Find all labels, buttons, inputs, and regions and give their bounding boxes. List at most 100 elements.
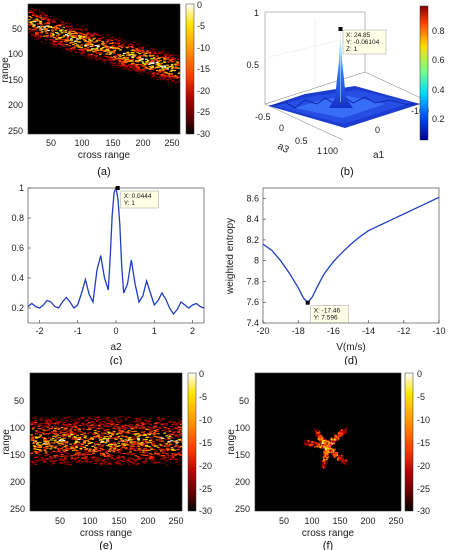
heatmap-cell <box>38 441 42 443</box>
heatmap-cell <box>62 421 66 424</box>
heatmap-cell <box>94 54 97 56</box>
heatmap-cell <box>29 10 32 12</box>
heatmap-cell <box>336 438 339 441</box>
heatmap-cell <box>40 417 44 420</box>
heatmap-cell <box>68 22 72 24</box>
heatmap-cell <box>58 430 62 433</box>
heatmap-cell <box>174 63 177 65</box>
heatmap-cell <box>88 428 92 430</box>
heatmap-cell <box>103 454 107 456</box>
heatmap-cell <box>123 436 127 438</box>
heatmap-cell <box>51 461 55 463</box>
heatmap-cell <box>59 40 63 43</box>
heatmap-cell <box>101 47 105 49</box>
heatmap-cell <box>177 67 180 69</box>
heatmap-cell <box>118 459 122 461</box>
heatmap-cell <box>90 56 94 58</box>
heatmap-cell <box>164 424 168 426</box>
heatmap-cell <box>167 440 171 442</box>
heatmap-cell <box>163 445 167 447</box>
heatmap-cell <box>49 439 53 441</box>
heatmap-cell <box>108 449 112 451</box>
heatmap-cell <box>61 24 65 26</box>
heatmap-cell <box>90 40 94 42</box>
heatmap-cell <box>156 433 160 435</box>
heatmap-cell <box>137 73 140 75</box>
heatmap-cell <box>322 461 325 464</box>
heatmap-cell <box>154 451 158 453</box>
datatip[interactable]: X: -17.46Y: 7.596 <box>310 305 349 323</box>
heatmap-cell <box>333 437 336 440</box>
heatmap-cell <box>167 428 171 430</box>
heatmap-cell <box>150 50 154 52</box>
heatmap-cell <box>72 36 76 39</box>
heatmap-cell <box>157 72 160 74</box>
heatmap-cell <box>114 64 117 66</box>
y-tick: 8.2 <box>246 235 259 245</box>
colorbar-tick: -10 <box>417 415 430 425</box>
datatip-b[interactable]: X: 24.85 Y: -0.06104 Z: 1 <box>342 29 387 55</box>
heatmap-cell <box>157 57 161 60</box>
heatmap-cell <box>120 46 124 49</box>
heatmap-cell <box>172 432 176 434</box>
heatmap-cell <box>160 462 164 464</box>
heatmap-cell <box>136 56 140 58</box>
heatmap-cell <box>123 426 127 429</box>
heatmap-cell <box>114 425 118 428</box>
heatmap-cell <box>107 444 111 446</box>
heatmap-cell <box>146 67 149 70</box>
heatmap-cell <box>86 425 90 427</box>
heatmap-cell <box>81 417 85 419</box>
heatmap-cell <box>132 41 136 43</box>
y-axis-label: weighted entropy <box>225 218 236 295</box>
heatmap-cell <box>30 460 33 463</box>
datatip-marker[interactable] <box>115 186 120 190</box>
heatmap-cell <box>181 457 182 459</box>
heatmap-cell <box>42 422 46 424</box>
heatmap-cell <box>76 461 80 463</box>
heatmap-cell <box>43 14 46 16</box>
heatmap-cell <box>100 49 103 51</box>
heatmap-cell <box>175 444 178 446</box>
heatmap-cell <box>88 34 92 36</box>
heatmap-cell <box>139 449 143 451</box>
heatmap-cell <box>58 23 61 26</box>
x-tick: 150 <box>111 516 126 526</box>
heatmap-cell <box>141 426 145 428</box>
heatmap-cell <box>130 69 133 71</box>
heatmap-cell <box>128 69 131 72</box>
heatmap-cell <box>327 449 329 452</box>
heatmap-cell <box>119 419 123 421</box>
heatmap-cell <box>76 424 79 426</box>
heatmap-cell <box>309 442 312 445</box>
heatmap-cell <box>332 451 335 453</box>
heatmap-cell <box>72 444 76 447</box>
heatmap-cell <box>152 60 155 62</box>
heatmap-cell <box>161 450 165 452</box>
peak-marker[interactable] <box>338 27 343 31</box>
heatmap-cell <box>148 52 152 54</box>
heatmap-cell <box>78 436 82 439</box>
x-tick: 250 <box>168 516 183 526</box>
datatip-marker[interactable] <box>305 300 310 305</box>
heatmap-cell <box>124 417 128 419</box>
heatmap-cell <box>119 453 123 455</box>
heatmap-cell <box>93 58 96 60</box>
heatmap-cell <box>59 420 63 423</box>
heatmap-cell <box>148 439 152 441</box>
heatmap-cell <box>47 442 51 444</box>
heatmap-cell <box>79 447 83 449</box>
heatmap-cell <box>43 461 47 463</box>
heatmap-cell <box>99 454 103 456</box>
heatmap-cell <box>153 48 157 50</box>
heatmap-cell <box>163 71 166 73</box>
heatmap-cell <box>154 453 157 455</box>
heatmap-cell <box>115 433 119 435</box>
y-tick: 250 <box>8 126 23 136</box>
heatmap-cell <box>148 441 152 443</box>
heatmap-cell <box>114 462 118 464</box>
heatmap-cell <box>122 431 126 434</box>
y-tick: 0.8 <box>11 213 24 223</box>
heatmap-cell <box>89 43 92 45</box>
